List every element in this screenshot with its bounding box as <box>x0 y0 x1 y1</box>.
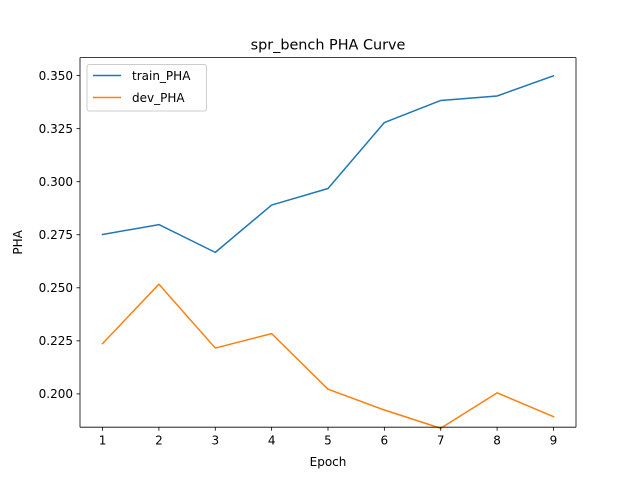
y-axis-ticks: 0.200 0.225 0.250 0.275 0.300 0.325 0.350 <box>39 69 80 401</box>
x-tick-label: 1 <box>99 434 107 448</box>
x-tick-label: 4 <box>268 434 276 448</box>
y-tick-label: 0.200 <box>39 387 73 401</box>
series-line-dev_PHA <box>101 283 555 430</box>
x-tick-label: 9 <box>550 434 558 448</box>
legend-label-dev_PHA: dev_PHA <box>132 91 185 105</box>
series-line-train_PHA <box>101 74 555 254</box>
x-tick-label: 7 <box>437 434 445 448</box>
y-tick-label: 0.275 <box>39 228 73 242</box>
x-tick-label: 5 <box>324 434 332 448</box>
y-tick-label: 0.325 <box>39 122 73 136</box>
x-tick-label: 2 <box>155 434 163 448</box>
y-tick-label: 0.250 <box>39 281 73 295</box>
plot-area-background <box>80 57 576 428</box>
legend-label-train_PHA: train_PHA <box>132 69 191 83</box>
x-axis-ticks: 1 2 3 4 5 6 7 8 9 <box>99 427 558 448</box>
y-tick-label: 0.225 <box>39 334 73 348</box>
chart-title: spr_bench PHA Curve <box>251 38 406 54</box>
x-axis-label: Epoch <box>310 455 347 469</box>
y-tick-label: 0.350 <box>39 69 73 83</box>
series-lines <box>101 74 555 430</box>
y-axis-label: PHA <box>11 229 25 254</box>
x-tick-label: 8 <box>493 434 501 448</box>
x-tick-label: 6 <box>381 434 389 448</box>
x-tick-label: 3 <box>211 434 219 448</box>
y-tick-label: 0.300 <box>39 175 73 189</box>
legend: train_PHA dev_PHA <box>86 64 207 112</box>
